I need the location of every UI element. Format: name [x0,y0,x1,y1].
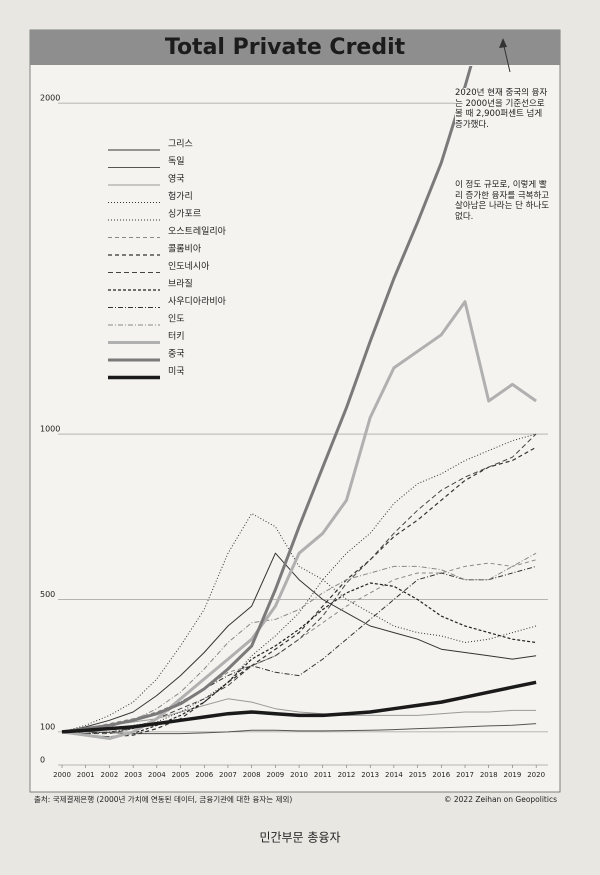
y-tick-label: 0 [40,756,45,765]
x-tick-label: 2005 [172,771,190,779]
legend-label: 인도 [168,314,185,325]
legend-label: 헝가리 [168,191,193,202]
x-tick-label: 2018 [480,771,498,779]
x-tick-label: 2006 [195,771,213,779]
legend-label: 인도네시아 [168,261,210,272]
x-tick-label: 2010 [290,771,308,779]
y-tick-label: 2000 [40,94,60,103]
series-lines [61,66,537,740]
legend-label: 콜롬비아 [168,244,202,255]
legend-label: 브라질 [168,278,193,290]
x-tick-label: 2008 [243,771,261,779]
x-tick-label: 2016 [432,771,450,779]
legend-label: 사우디아라비아 [168,296,227,307]
credit: © 2022 Zeihan on Geopolitics [444,795,557,804]
x-tick-label: 2012 [338,771,356,779]
x-tick-label: 2019 [504,771,522,779]
x-tick-label: 2004 [148,771,166,779]
annotation-box: 2020년 현재 중국의 융자는 2000년을 기준선으로 볼 때 2,900퍼… [455,88,550,131]
y-tick-label: 1000 [40,425,60,434]
series-line [61,680,537,734]
annotation-box: 이 정도 규모로, 이렇게 빨리 증가한 융자를 극복하고 살아남은 나라는 단… [455,180,550,223]
x-tick-label: 2000 [53,771,71,779]
arrow-head [499,38,507,48]
series-line [61,433,537,733]
caption: 민간부문 총융자 [259,831,340,845]
legend-label: 그리스 [168,139,193,150]
legend-label: 독일 [168,156,185,167]
x-tick-label: 2003 [124,771,142,779]
legend-label: 싱가포르 [168,209,201,220]
annotation: 이 정도 규모로, 이렇게 빨리 증가한 융자를 극복하고 살아남은 나라는 단… [455,180,550,223]
series-line [61,582,537,738]
x-tick-label: 2015 [409,771,427,779]
source: 출처: 국제결제은행 (2000년 가치에 연동된 데이터, 금융기관에 대한 … [34,794,292,804]
series-line [61,552,537,733]
series-line [61,513,537,733]
title-bar [30,30,560,65]
series-line [61,698,537,733]
x-tick-label: 2002 [101,771,119,779]
series-line [61,552,537,733]
x-tick-label: 2013 [361,771,379,779]
legend-label: 중국 [168,349,185,360]
legend-label: 미국 [168,366,185,377]
x-tick-label: 2017 [456,771,474,779]
x-tick-label: 2007 [219,771,237,779]
x-tick-label: 2020 [527,771,545,779]
annotation: 2020년 현재 중국의 융자는 2000년을 기준선으로 볼 때 2,900퍼… [455,88,550,131]
chart-title: Total Private Credit [165,35,406,60]
series-line [61,446,537,738]
legend-label: 영국 [168,174,185,185]
x-tick-label: 2001 [77,771,95,779]
legend-label: 오스트레일리아 [168,226,227,237]
y-tick-label: 500 [40,590,55,599]
plot: 0 100 500 1000 2000 2000 2001 2002 2003 2004 2005 2… [40,66,548,779]
x-tick-label: 2011 [314,771,332,779]
legend-label: 터키 [168,331,185,342]
y-tick-label: 100 [40,722,55,731]
x-tick-label: 2014 [385,771,403,779]
x-tick-label: 2009 [266,771,284,779]
chart-frame [29,29,561,793]
